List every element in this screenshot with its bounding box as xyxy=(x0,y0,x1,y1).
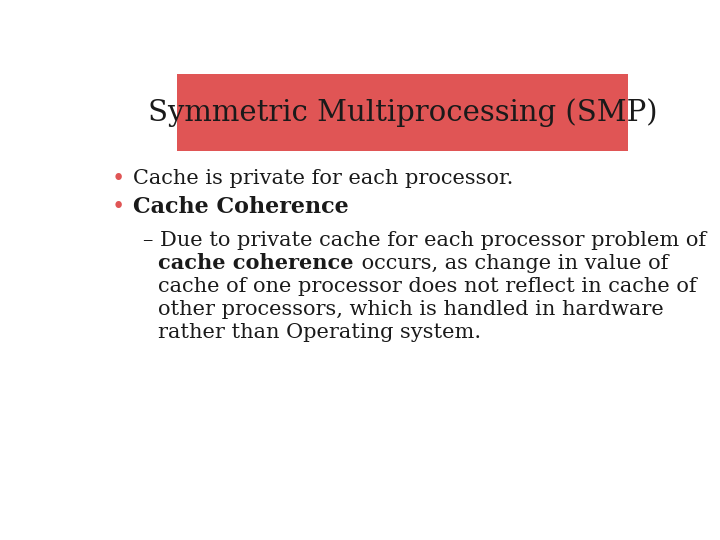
Text: cache of one processor does not reflect in cache of: cache of one processor does not reflect … xyxy=(158,277,697,296)
Text: •: • xyxy=(112,196,125,218)
Text: •: • xyxy=(112,168,125,190)
Text: rather than Operating system.: rather than Operating system. xyxy=(158,323,482,342)
Text: Symmetric Multiprocessing (SMP): Symmetric Multiprocessing (SMP) xyxy=(148,98,657,127)
Text: – Due to private cache for each processor problem of: – Due to private cache for each processo… xyxy=(143,231,706,250)
Text: occurs, as change in value of: occurs, as change in value of xyxy=(355,254,669,273)
FancyBboxPatch shape xyxy=(177,74,628,151)
Text: cache coherence: cache coherence xyxy=(158,253,354,273)
Text: other processors, which is handled in hardware: other processors, which is handled in ha… xyxy=(158,300,664,319)
Text: Cache is private for each processor.: Cache is private for each processor. xyxy=(132,169,513,188)
Text: Cache Coherence: Cache Coherence xyxy=(132,196,348,218)
